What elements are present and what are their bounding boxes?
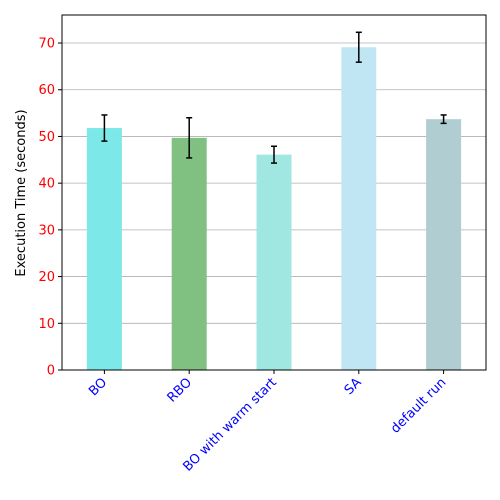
error-bar (355, 31, 362, 63)
error-bar (271, 145, 277, 164)
error-bar (440, 114, 447, 125)
bars (86, 47, 462, 371)
y-tick-label: 0 (47, 364, 55, 379)
y-tick-label: 10 (38, 317, 55, 332)
error-bar (186, 117, 193, 159)
y-tick-label: 40 (38, 177, 55, 192)
bar (86, 128, 122, 370)
x-tick-label: BO (86, 375, 110, 399)
y-axis-title: Execution Time (seconds) (14, 109, 29, 276)
bar (256, 154, 292, 370)
error-bar (101, 114, 108, 142)
x-tick-label: SA (342, 375, 365, 398)
y-tick-label: 50 (38, 130, 55, 145)
bar (426, 119, 462, 370)
y-axis: 0 10 20 30 40 50 60 70 (38, 37, 62, 379)
x-tick-label: default run (388, 375, 449, 436)
y-tick-label: 30 (38, 223, 55, 238)
y-tick-label: 70 (38, 37, 55, 52)
error-bars (101, 31, 447, 164)
y-tick-label: 20 (38, 270, 55, 285)
bar (341, 47, 377, 371)
bar (171, 137, 207, 370)
y-tick-label: 60 (38, 83, 55, 98)
x-tick-label: BO with warm start (180, 375, 279, 474)
x-tick-label: RBO (165, 375, 195, 405)
